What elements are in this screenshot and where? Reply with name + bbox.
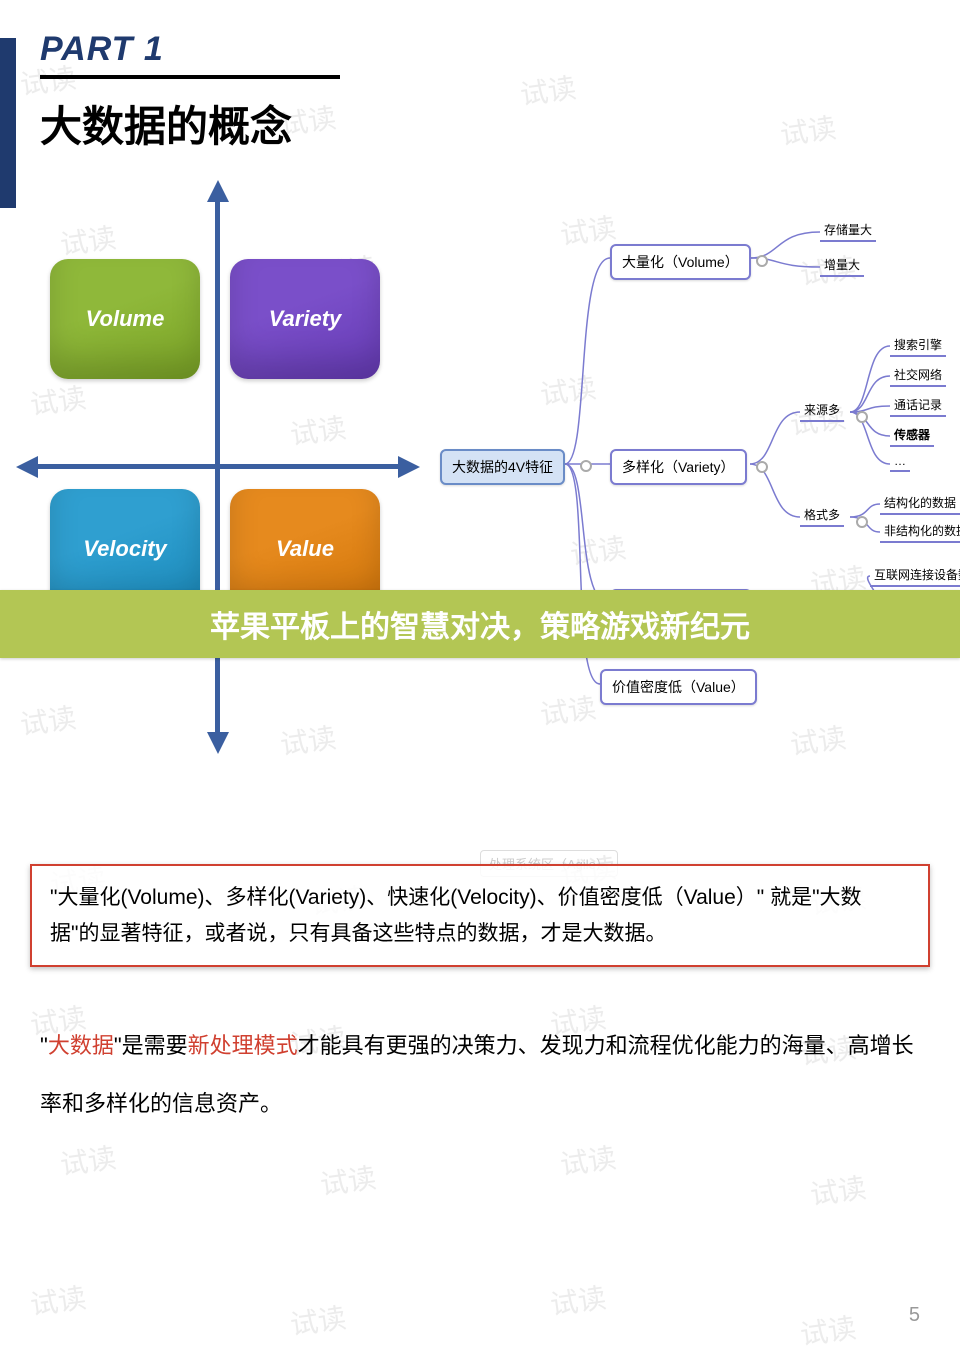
header-rule [40,75,340,79]
mindmap: 大数据的4V特征大量化（Volume）多样化（Variety）快速化（Veloc… [430,194,960,754]
quad-block-volume: Volume [50,259,200,379]
mm-connector-1 [756,255,768,267]
mm-connector-4 [856,411,868,423]
mm-node-value: 价值密度低（Value） [600,669,757,705]
axis-horizontal [30,464,400,469]
header: PART 1 大数据的概念 [0,0,960,154]
mm-format-leaf-0: 结构化的数据 [880,492,960,515]
definition-paragraph: "大数据"是需要新处理模式才能具有更强的决策力、发现力和流程优化能力的海量、高增… [40,1017,920,1131]
para-prefix: " [40,1033,48,1058]
mm-connector-5 [856,516,868,528]
mm-variety-source: 来源多 [800,399,844,422]
mm-source-leaf-3: 传感器 [890,424,934,447]
mm-connector-2 [756,461,768,473]
page-title: 大数据的概念 [40,93,960,154]
page-number: 5 [909,1304,920,1327]
arrow-up-icon [207,180,229,202]
mm-root: 大数据的4V特征 [440,449,565,485]
mm-source-leaf-4: … [890,452,910,472]
arrow-right-icon [398,456,420,478]
mm-node-variety: 多样化（Variety） [610,449,747,485]
mm-variety-format: 格式多 [800,504,844,527]
para-red2: 新处理模式 [188,1033,298,1058]
overlay-banner: 苹果平板上的智慧对决，策略游戏新纪元 [0,590,960,658]
mm-node-volume: 大量化（Volume） [610,244,751,280]
mm-io-leaf-0: 互联网连接设备数量增长 [870,564,960,587]
diagram-area: Volume Variety Velocity Value 大数据的4V特征 大量… [30,194,940,794]
part-label: PART 1 [40,30,960,69]
mm-format-leaf-1: 非结构化的数据 [880,520,960,543]
mm-volume-leaf-1: 增量大 [820,254,864,277]
mm-connector-0 [580,460,592,472]
mm-source-leaf-0: 搜索引擎 [890,334,946,357]
arrow-down-icon [207,732,229,754]
arrow-left-icon [16,456,38,478]
para-mid1: "是需要 [114,1033,188,1058]
quadrant-diagram: Volume Variety Velocity Value [30,194,400,754]
quad-block-variety: Variety [230,259,380,379]
summary-redbox: "大量化(Volume)、多样化(Variety)、快速化(Velocity)、… [30,864,930,967]
mm-volume-leaf-0: 存储量大 [820,219,876,242]
para-red1: 大数据 [48,1033,114,1058]
mm-source-leaf-1: 社交网络 [890,364,946,387]
mm-source-leaf-2: 通话记录 [890,394,946,417]
